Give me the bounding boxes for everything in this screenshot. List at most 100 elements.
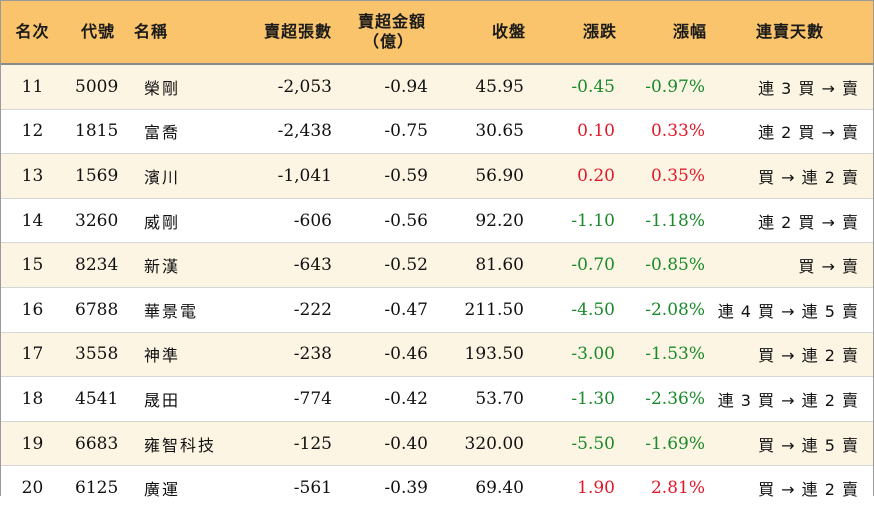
change-cell: -1.30 xyxy=(526,376,617,422)
header-rank: 名次 xyxy=(1,1,64,65)
net-sell-amount-cell: -0.59 xyxy=(332,153,436,199)
net-sell-lots-cell: -2,438 xyxy=(242,109,332,155)
net-sell-lots-cell: -1,041 xyxy=(242,153,332,199)
net-sell-amount-cell: -0.94 xyxy=(332,64,436,110)
code-cell: 3558 xyxy=(64,332,132,378)
code-cell: 5009 xyxy=(64,64,132,110)
change-pct-cell: 2.81% xyxy=(617,465,707,510)
name-cell: 神準 xyxy=(132,332,242,378)
rank-cell: 15 xyxy=(1,242,64,288)
name-cell: 雍智科技 xyxy=(132,421,242,467)
header-streak: 連賣天數 xyxy=(707,1,873,65)
net-sell-lots-cell: -643 xyxy=(242,242,332,288)
change-pct-cell: -2.36% xyxy=(617,376,707,422)
rank-cell: 12 xyxy=(1,109,64,155)
table-row[interactable]: 16 6788 華景電 -222 -0.47 211.50 -4.50 -2.08% 連 4 買… xyxy=(1,287,873,333)
streak-cell: 買 → 連 2 賣 xyxy=(707,465,873,510)
code-cell: 6125 xyxy=(64,465,132,510)
net-sell-amount-cell: -0.40 xyxy=(332,421,436,467)
change-cell: -0.45 xyxy=(526,64,617,110)
change-pct-cell: -1.53% xyxy=(617,332,707,378)
code-cell: 6788 xyxy=(64,287,132,333)
change-cell: 0.10 xyxy=(526,109,617,155)
change-cell: -5.50 xyxy=(526,421,617,467)
table-row[interactable]: 19 6683 雍智科技 -125 -0.40 320.00 -5.50 -1.69% 買 → … xyxy=(1,421,873,467)
net-sell-amount-cell: -0.39 xyxy=(332,465,436,510)
change-pct-cell: -1.69% xyxy=(617,421,707,467)
streak-cell: 買 → 連 5 賣 xyxy=(707,421,873,467)
header-net-sell-lots: 賣超張數 xyxy=(242,1,332,65)
close-cell: 45.95 xyxy=(436,64,526,110)
close-cell: 69.40 xyxy=(436,465,526,510)
header-code: 代號 xyxy=(64,1,132,65)
streak-cell: 買 → 賣 xyxy=(707,242,873,288)
name-cell: 華景電 xyxy=(132,287,242,333)
table-body: 11 5009 榮剛 -2,053 -0.94 45.95 -0.45 -0.97% 連 3 買… xyxy=(1,64,873,510)
header-change: 漲跌 xyxy=(526,1,617,65)
table-row[interactable]: 18 4541 晟田 -774 -0.42 53.70 -1.30 -2.36% 連 3 買 →… xyxy=(1,376,873,422)
table-row[interactable]: 20 6125 廣運 -561 -0.39 69.40 1.90 2.81% 買 → 連 2 賣 xyxy=(1,465,873,510)
net-sell-amount-cell: -0.47 xyxy=(332,287,436,333)
net-sell-lots-cell: -2,053 xyxy=(242,64,332,110)
streak-cell: 連 2 買 → 賣 xyxy=(707,109,873,155)
name-cell: 威剛 xyxy=(132,198,242,244)
net-sell-lots-cell: -606 xyxy=(242,198,332,244)
change-pct-cell: -2.08% xyxy=(617,287,707,333)
table-row[interactable]: 17 3558 神準 -238 -0.46 193.50 -3.00 -1.53% 買 → 連 … xyxy=(1,332,873,378)
change-pct-cell: 0.35% xyxy=(617,153,707,199)
net-sell-lots-cell: -222 xyxy=(242,287,332,333)
streak-cell: 買 → 連 2 賣 xyxy=(707,153,873,199)
net-sell-lots-cell: -561 xyxy=(242,465,332,510)
name-cell: 廣運 xyxy=(132,465,242,510)
streak-cell: 連 4 買 → 連 5 賣 xyxy=(707,287,873,333)
table-row[interactable]: 15 8234 新漢 -643 -0.52 81.60 -0.70 -0.85% 買 → 賣 xyxy=(1,242,873,288)
header-change-pct: 漲幅 xyxy=(617,1,707,65)
table-row[interactable]: 14 3260 威剛 -606 -0.56 92.20 -1.10 -1.18% 連 2 買 →… xyxy=(1,198,873,244)
close-cell: 193.50 xyxy=(436,332,526,378)
net-sell-amount-cell: -0.56 xyxy=(332,198,436,244)
rank-cell: 19 xyxy=(1,421,64,467)
name-cell: 新漢 xyxy=(132,242,242,288)
net-sell-amount-cell: -0.75 xyxy=(332,109,436,155)
name-cell: 濱川 xyxy=(132,153,242,199)
close-cell: 320.00 xyxy=(436,421,526,467)
change-pct-cell: -0.97% xyxy=(617,64,707,110)
streak-cell: 連 2 買 → 賣 xyxy=(707,198,873,244)
change-cell: -4.50 xyxy=(526,287,617,333)
change-pct-cell: 0.33% xyxy=(617,109,707,155)
net-sell-lots-cell: -125 xyxy=(242,421,332,467)
close-cell: 211.50 xyxy=(436,287,526,333)
header-name: 名稱 xyxy=(132,1,242,65)
table-header-row: 名次 代號 名稱 賣超張數 賣超金額 （億） 收盤 漲跌 漲幅 連賣天數 xyxy=(1,1,873,65)
net-sell-lots-cell: -238 xyxy=(242,332,332,378)
header-net-sell-amount: 賣超金額 （億） xyxy=(332,1,436,65)
rank-cell: 13 xyxy=(1,153,64,199)
net-sell-amount-cell: -0.42 xyxy=(332,376,436,422)
change-cell: -0.70 xyxy=(526,242,617,288)
close-cell: 81.60 xyxy=(436,242,526,288)
streak-cell: 連 3 買 → 連 2 賣 xyxy=(707,376,873,422)
code-cell: 4541 xyxy=(64,376,132,422)
name-cell: 晟田 xyxy=(132,376,242,422)
table-row[interactable]: 12 1815 富喬 -2,438 -0.75 30.65 0.10 0.33% 連 2 買 →… xyxy=(1,109,873,155)
rank-cell: 11 xyxy=(1,64,64,110)
close-cell: 53.70 xyxy=(436,376,526,422)
code-cell: 1569 xyxy=(64,153,132,199)
change-pct-cell: -1.18% xyxy=(617,198,707,244)
net-sell-amount-cell: -0.52 xyxy=(332,242,436,288)
code-cell: 1815 xyxy=(64,109,132,155)
header-net-sell-amount-line2: （億） xyxy=(362,32,414,51)
table-row[interactable]: 11 5009 榮剛 -2,053 -0.94 45.95 -0.45 -0.97% 連 3 買… xyxy=(1,64,873,110)
change-pct-cell: -0.85% xyxy=(617,242,707,288)
code-cell: 8234 xyxy=(64,242,132,288)
code-cell: 6683 xyxy=(64,421,132,467)
change-cell: -3.00 xyxy=(526,332,617,378)
rank-cell: 18 xyxy=(1,376,64,422)
table-row[interactable]: 13 1569 濱川 -1,041 -0.59 56.90 0.20 0.35% 買 → 連 2… xyxy=(1,153,873,199)
net-sell-lots-cell: -774 xyxy=(242,376,332,422)
name-cell: 榮剛 xyxy=(132,64,242,110)
rank-cell: 17 xyxy=(1,332,64,378)
rank-cell: 14 xyxy=(1,198,64,244)
